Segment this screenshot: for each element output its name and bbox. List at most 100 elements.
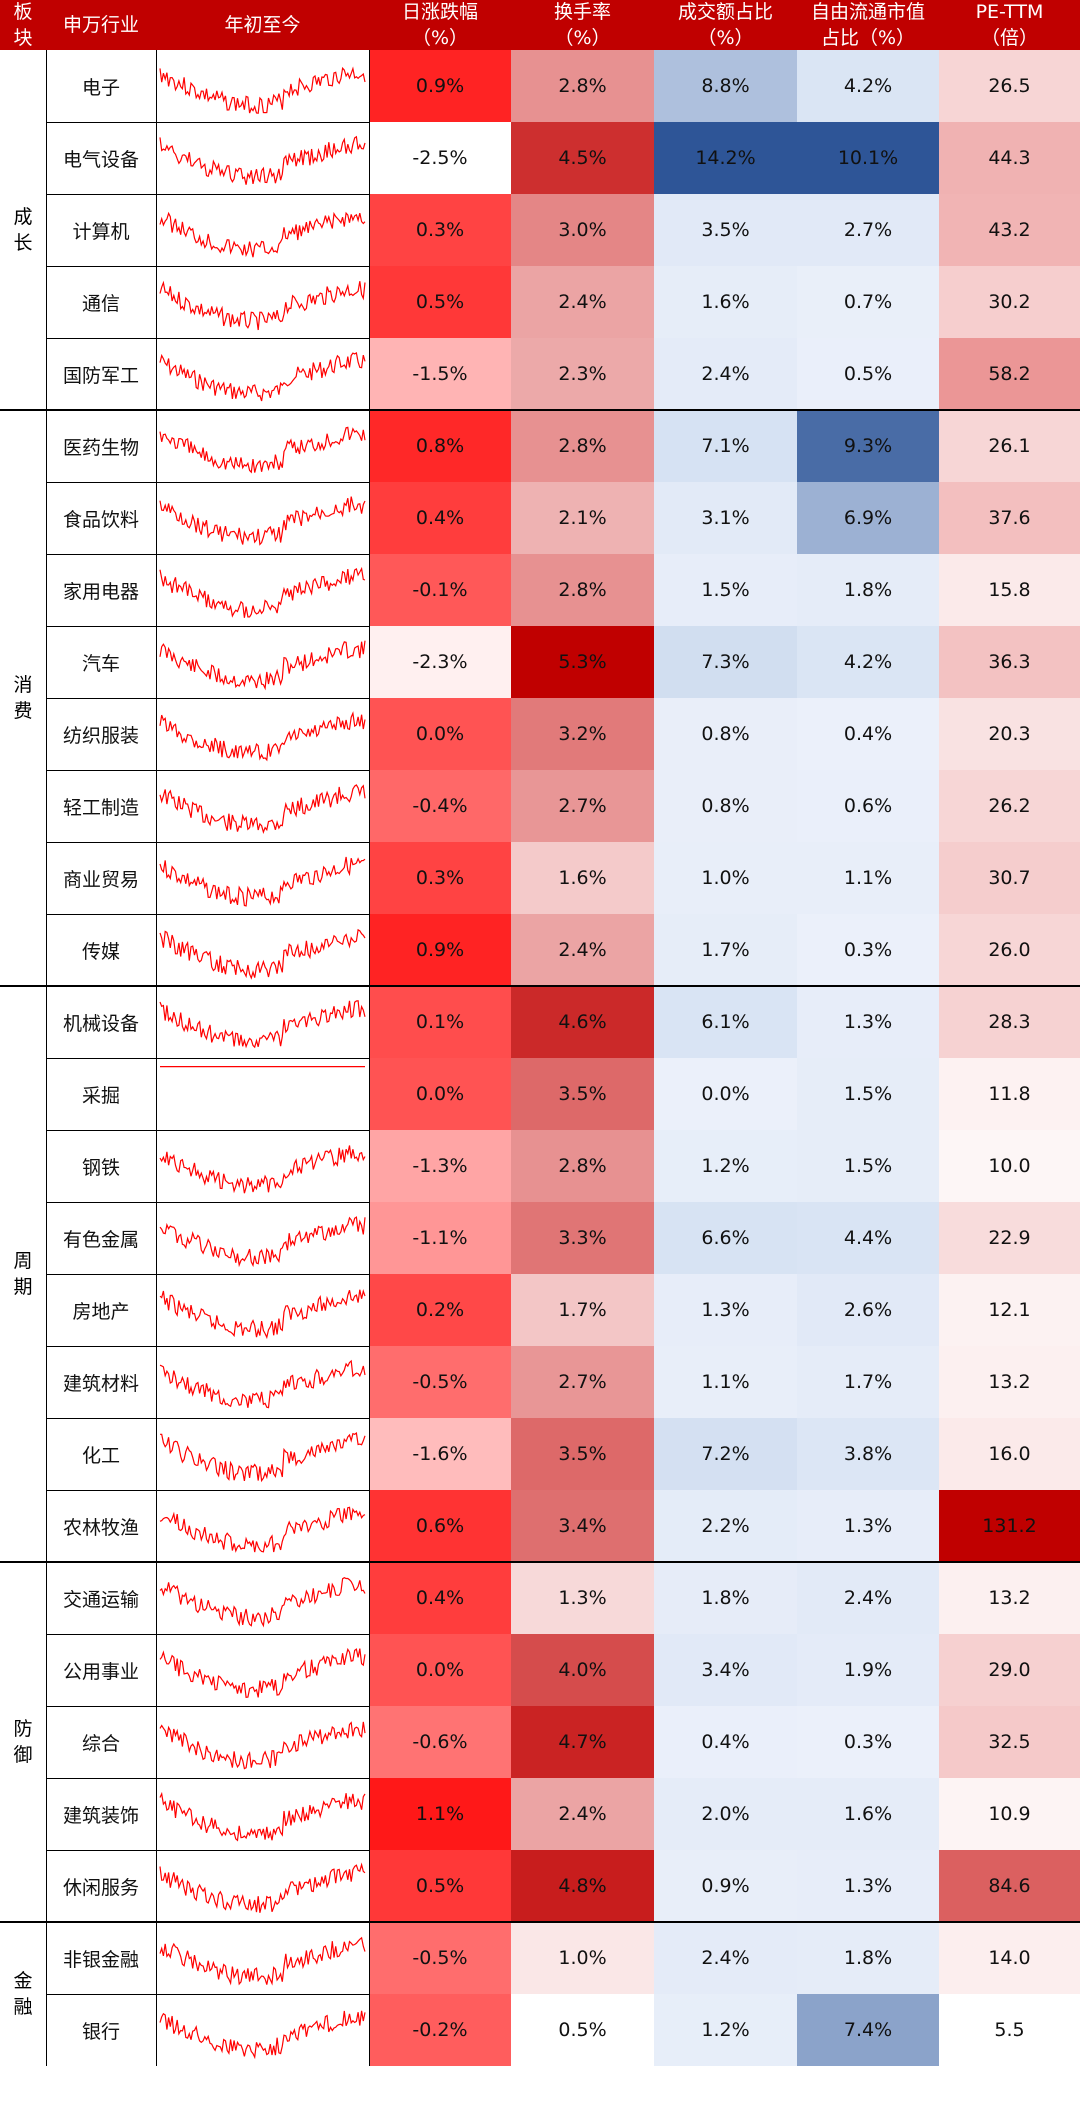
row-divider	[46, 1274, 369, 1275]
ytd-sparkline	[159, 784, 366, 834]
volume-share-cell: 3.4%	[654, 1634, 797, 1706]
ytd-sparkline	[159, 211, 366, 258]
ytd-sparkline-path	[159, 1721, 366, 1770]
turnover-cell: 2.1%	[511, 482, 654, 554]
ytd-sparkline-cell	[156, 266, 369, 338]
pe-ttm-cell: 36.3	[939, 626, 1080, 698]
daily-change-cell: 0.0%	[369, 1634, 511, 1706]
row-divider	[46, 410, 369, 411]
ytd-sparkline-path	[159, 426, 366, 474]
group-divider	[0, 409, 1080, 411]
column-divider	[369, 50, 370, 2066]
turnover-cell: 2.4%	[511, 266, 654, 338]
volume-share-cell: 1.2%	[654, 1130, 797, 1202]
industry-cell: 化工	[81, 1444, 120, 1467]
industry-cell: 食品饮料	[62, 508, 139, 531]
float-cap-share-cell: 2.7%	[797, 194, 939, 266]
industry-cell: 休闲服务	[62, 1876, 139, 1899]
volume-share-cell: 1.7%	[654, 914, 797, 986]
ytd-sparkline-cell	[156, 986, 369, 1058]
ytd-sparkline-path	[159, 280, 366, 331]
float-cap-share-cell: 1.5%	[797, 1130, 939, 1202]
pe-ttm-cell: 10.0	[939, 1130, 1080, 1202]
pe-ttm-cell: 28.3	[939, 986, 1080, 1058]
ytd-sparkline-cell	[156, 1490, 369, 1562]
ytd-sparkline	[159, 1936, 366, 1986]
pe-ttm-cell: 29.0	[939, 1634, 1080, 1706]
volume-share-cell: 1.8%	[654, 1562, 797, 1634]
turnover-cell: 3.5%	[511, 1058, 654, 1130]
volume-share-cell: 3.1%	[654, 482, 797, 554]
ytd-sparkline-cell	[156, 1130, 369, 1202]
row-divider	[46, 1778, 369, 1779]
row-divider	[46, 842, 369, 843]
ytd-sparkline-cell	[156, 1562, 369, 1634]
ytd-sparkline-path	[159, 1000, 366, 1049]
float-cap-share-cell: 10.1%	[797, 122, 939, 194]
ytd-sparkline-cell	[156, 194, 369, 266]
industry-cell: 交通运输	[62, 1588, 139, 1611]
pe-ttm-cell: 32.5	[939, 1706, 1080, 1778]
daily-change-cell: 0.2%	[369, 1274, 511, 1346]
ytd-sparkline	[159, 66, 366, 114]
pe-ttm-cell: 12.1	[939, 1274, 1080, 1346]
sector-group-label: 消 费	[13, 674, 33, 722]
turnover-cell: 2.7%	[511, 1346, 654, 1418]
ytd-sparkline-path	[159, 1936, 366, 1986]
column-divider	[46, 50, 47, 2066]
ytd-sparkline-cell	[156, 1418, 369, 1490]
pe-ttm-cell: 14.0	[939, 1922, 1080, 1994]
row-divider	[46, 986, 369, 987]
daily-change-cell: 0.0%	[369, 698, 511, 770]
sector-group-label: 周 期	[13, 1250, 33, 1298]
volume-share-cell: 2.4%	[654, 1922, 797, 1994]
pe-ttm-cell: 20.3	[939, 698, 1080, 770]
industry-cell: 传媒	[81, 940, 120, 963]
turnover-cell: 5.3%	[511, 626, 654, 698]
float-cap-share-cell: 4.2%	[797, 50, 939, 122]
header-industry: 申万行业	[46, 0, 156, 50]
ytd-sparkline-path	[159, 784, 366, 834]
row-divider	[46, 1490, 369, 1491]
float-cap-share-cell: 7.4%	[797, 1994, 939, 2066]
daily-change-cell: 0.9%	[369, 50, 511, 122]
row-divider	[46, 626, 369, 627]
ytd-sparkline	[159, 1359, 366, 1409]
turnover-cell: 3.0%	[511, 194, 654, 266]
daily-change-cell: 0.4%	[369, 482, 511, 554]
ytd-sparkline-cell	[156, 698, 369, 770]
float-cap-share-cell: 1.8%	[797, 1922, 939, 1994]
header-ytd: 年初至今	[156, 0, 369, 50]
industry-cell: 计算机	[72, 220, 130, 243]
daily-change-cell: 0.4%	[369, 1562, 511, 1634]
turnover-cell: 4.8%	[511, 1850, 654, 1922]
row-divider	[46, 266, 369, 267]
turnover-cell: 3.5%	[511, 1418, 654, 1490]
turnover-cell: 4.0%	[511, 1634, 654, 1706]
volume-share-cell: 0.0%	[654, 1058, 797, 1130]
daily-change-cell: 0.0%	[369, 1058, 511, 1130]
volume-share-cell: 6.1%	[654, 986, 797, 1058]
float-cap-share-cell: 0.3%	[797, 914, 939, 986]
turnover-cell: 3.2%	[511, 698, 654, 770]
ytd-sparkline-path	[159, 1791, 366, 1842]
turnover-cell: 3.4%	[511, 1490, 654, 1562]
ytd-sparkline	[159, 1000, 366, 1049]
daily-change-cell: -2.3%	[369, 626, 511, 698]
header-pe-ttm: PE-TTM （倍）	[939, 0, 1080, 50]
turnover-cell: 2.4%	[511, 914, 654, 986]
daily-change-cell: -1.1%	[369, 1202, 511, 1274]
turnover-cell: 2.8%	[511, 50, 654, 122]
row-divider	[46, 554, 369, 555]
pe-ttm-cell: 10.9	[939, 1778, 1080, 1850]
sector-group-label: 成 长	[13, 206, 33, 254]
ytd-sparkline	[159, 1577, 366, 1628]
ytd-sparkline-cell	[156, 410, 369, 482]
volume-share-cell: 7.1%	[654, 410, 797, 482]
turnover-cell: 4.6%	[511, 986, 654, 1058]
ytd-sparkline	[159, 1289, 366, 1340]
group-divider	[0, 1561, 1080, 1563]
turnover-cell: 1.0%	[511, 1922, 654, 1994]
daily-change-cell: -2.5%	[369, 122, 511, 194]
